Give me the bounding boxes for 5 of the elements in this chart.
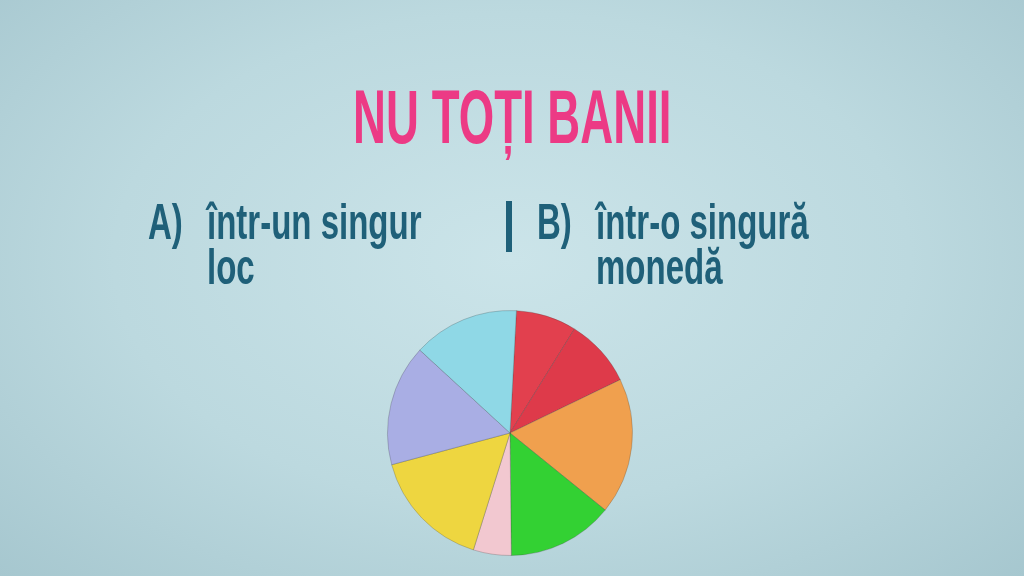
chart-title: NU TOȚI BANII bbox=[352, 73, 672, 162]
text: într-un singur loc bbox=[207, 194, 423, 295]
text: A) bbox=[148, 194, 183, 250]
text: într-o singură monedă bbox=[596, 194, 810, 295]
text: B) bbox=[537, 194, 572, 250]
